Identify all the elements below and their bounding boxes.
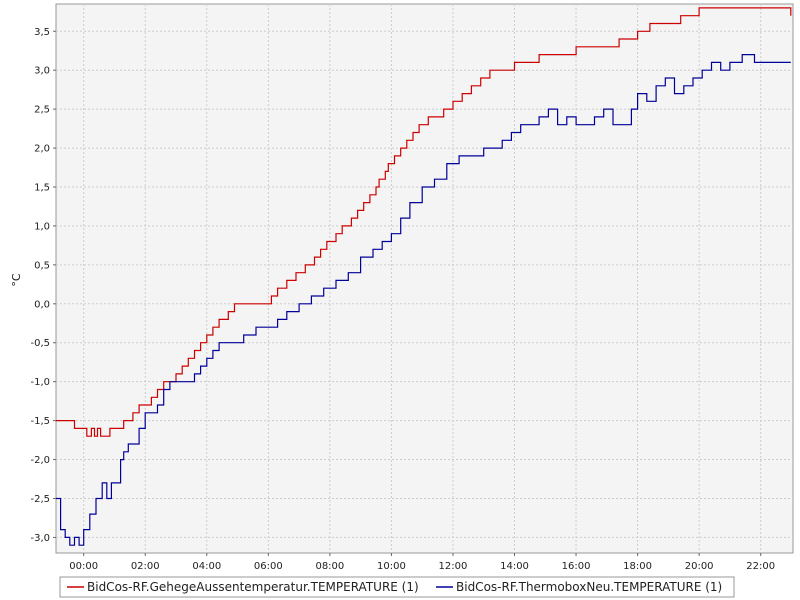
legend: BidCos-RF.GehegeAussentemperatur.TEMPERA… [59,576,735,598]
grid [56,4,793,553]
y-tick-label: -1,0 [30,377,50,388]
x-tick-label: 16:00 [562,561,591,572]
y-tick-label: 2,0 [34,144,50,155]
y-tick-label: 3,5 [34,27,50,38]
y-tick-label: 3,0 [34,66,50,77]
y-tick-label: -2,0 [30,455,50,466]
legend-label-thermobox: BidCos-RF.ThermoboxNeu.TEMPERATURE (1) [456,580,722,594]
y-tick-label: -2,5 [30,494,50,505]
plot-background [55,3,794,554]
x-tick-label: 18:00 [623,561,652,572]
y-tick-label: -3,0 [30,533,50,544]
y-tick-label: 0,0 [34,299,50,310]
y-tick-label: 0,5 [34,260,50,271]
x-axis: 00:00 02:00 04:00 06:00 08:00 10:00 12:00 14:00… [69,553,775,572]
y-tick-label: 2,5 [34,105,50,116]
x-tick-label: 10:00 [377,561,406,572]
y-axis-label: °C [10,273,23,287]
y-tick-label: -0,5 [30,338,50,349]
legend-label-aussen: BidCos-RF.GehegeAussentemperatur.TEMPERA… [87,580,419,594]
y-tick-label: 1,5 [34,183,50,194]
x-tick-label: 02:00 [131,561,160,572]
x-tick-label: 22:00 [746,561,775,572]
series-lines [56,7,792,546]
series-line-0 [56,7,792,437]
x-tick-label: 06:00 [254,561,283,572]
x-tick-label: 08:00 [315,561,344,572]
x-tick-label: 14:00 [500,561,529,572]
x-tick-label: 00:00 [69,561,98,572]
legend-box [59,576,735,598]
x-tick-label: 12:00 [439,561,468,572]
x-tick-label: 04:00 [192,561,221,572]
series-line-1 [56,54,791,546]
y-axis: 3,5 3,0 2,5 2,0 1,5 1,0 0,5 0,0 -0,5 -1,0 -1,5 -2,0… [30,27,56,544]
y-tick-label: -1,5 [30,416,50,427]
x-tick-label: 20:00 [685,561,714,572]
y-tick-label: 1,0 [34,221,50,232]
